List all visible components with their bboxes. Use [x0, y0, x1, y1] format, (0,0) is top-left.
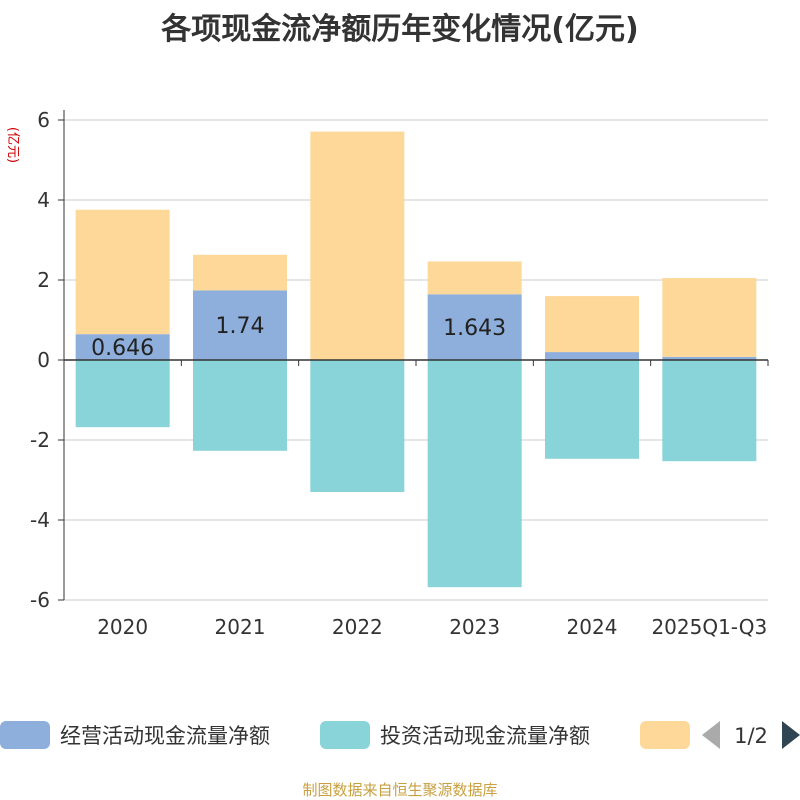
bar-2: [427, 360, 522, 588]
y-tick-label: -6: [30, 588, 50, 612]
bar-3: [427, 261, 522, 295]
y-tick-label: 2: [37, 268, 50, 292]
bar-2: [662, 360, 757, 462]
legend-swatch: [320, 721, 370, 749]
bar-2: [545, 360, 639, 459]
data-label: 0.646: [91, 336, 154, 361]
triangle-left-icon[interactable]: [702, 721, 720, 749]
bar-1: [662, 356, 757, 360]
legend-label: 投资活动现金流量净额: [380, 724, 590, 748]
x-tick-label: 2024: [567, 615, 618, 639]
grid-layer: [64, 119, 768, 601]
bar-2: [75, 360, 170, 428]
data-label: 1.643: [443, 316, 506, 341]
bar-3: [310, 131, 405, 360]
y-tick-label: -2: [30, 428, 50, 452]
legend-page: 1/2: [734, 724, 768, 748]
legend-label: 经营活动现金流量净额: [60, 724, 270, 748]
axis-layer: 6 4 2 0 -2 -4 -6 2020 2021 2022 2023 2024 2025Q1-Q3: [30, 108, 769, 639]
bar-1: [193, 290, 287, 360]
bar-1: [545, 352, 639, 360]
chart-title: 各项现金流净额历年变化情况(亿元): [161, 12, 639, 47]
bar-3: [193, 254, 287, 291]
y-axis-unit: (亿元): [5, 127, 20, 163]
x-tick-label: 2023: [449, 615, 500, 639]
bar-1: [427, 294, 522, 360]
x-tick-label: 2025Q1-Q3: [651, 615, 767, 639]
legend: 经营活动现金流量净额 投资活动现金流量净额 1/2: [0, 721, 800, 749]
x-tick-label: 2022: [332, 615, 383, 639]
y-tick-label: 4: [37, 188, 50, 212]
source-text: 制图数据来自恒生聚源数据库: [302, 781, 498, 799]
legend-swatch: [640, 721, 690, 749]
bar-1: [75, 334, 170, 360]
bar-2: [193, 360, 287, 451]
labels-layer: 0.646 1.74 1.643: [91, 314, 506, 361]
bar-3: [75, 209, 170, 335]
x-tick-label: 2021: [215, 615, 266, 639]
y-tick-label: 0: [37, 348, 50, 372]
y-tick-label: -4: [30, 508, 50, 532]
legend-swatch: [0, 721, 50, 749]
x-tick-label: 2020: [97, 615, 148, 639]
bar-3: [662, 278, 757, 357]
bar-3: [545, 296, 639, 353]
data-label: 1.74: [216, 314, 265, 339]
bars-layer: [75, 131, 757, 588]
triangle-right-icon[interactable]: [782, 721, 800, 749]
bar-2: [310, 360, 405, 492]
y-tick-label: 6: [37, 108, 50, 132]
